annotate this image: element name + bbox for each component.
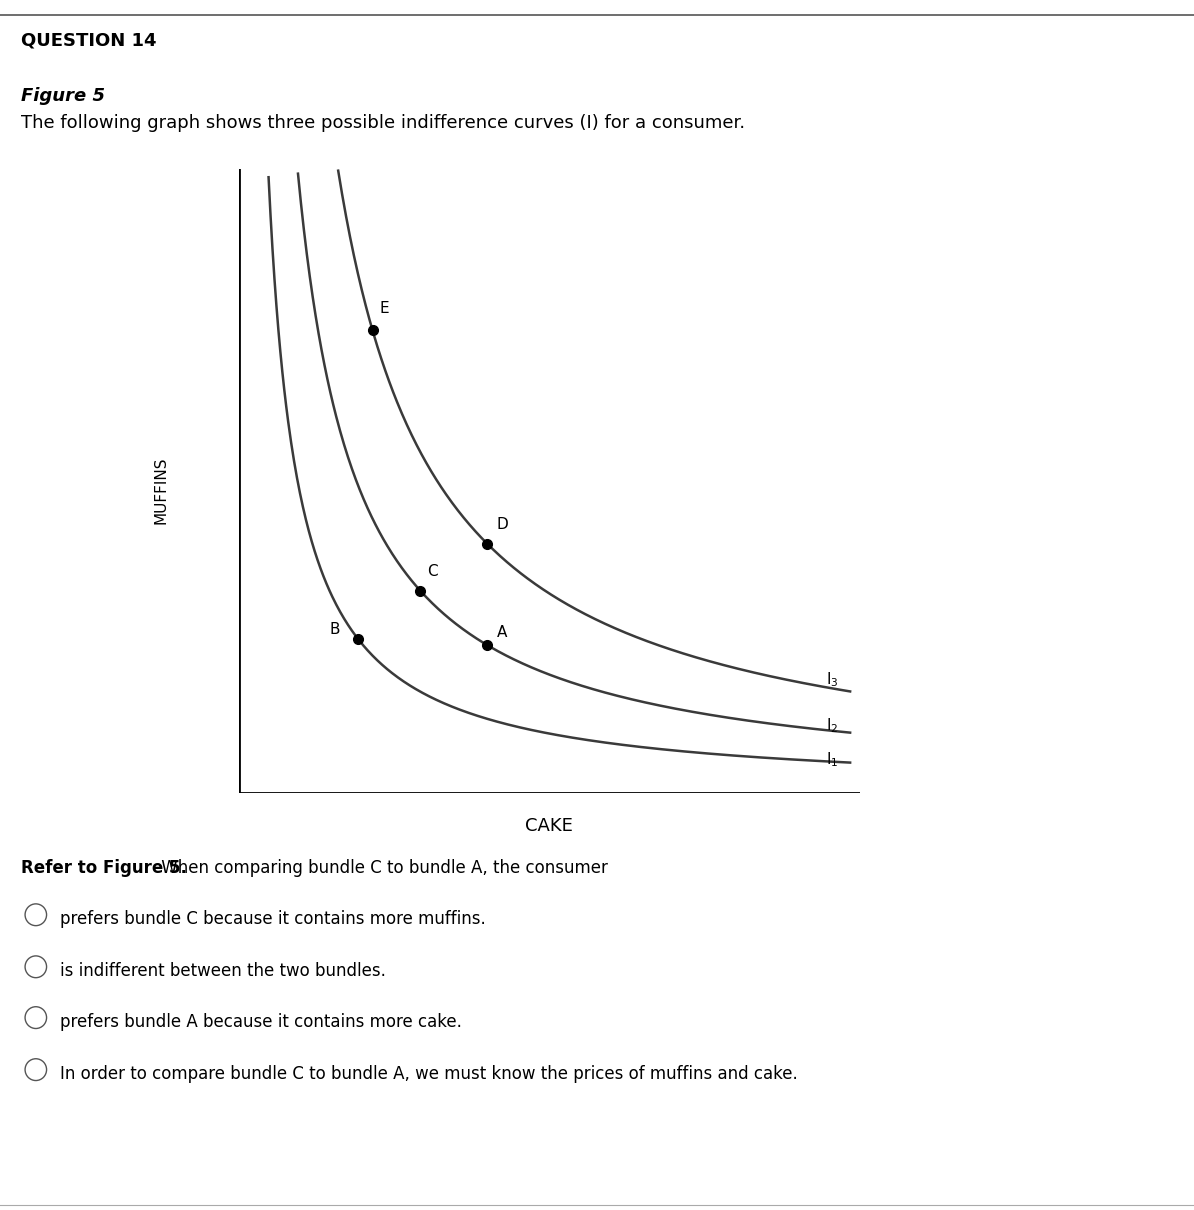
Text: CAKE: CAKE [525, 817, 573, 835]
Text: D: D [497, 517, 509, 531]
Text: B: B [330, 622, 340, 636]
Text: Figure 5: Figure 5 [21, 87, 105, 105]
Text: Refer to Figure 5.: Refer to Figure 5. [21, 859, 187, 877]
Text: E: E [380, 301, 389, 316]
Text: QUESTION 14: QUESTION 14 [21, 31, 156, 50]
Text: A: A [497, 626, 507, 640]
Text: prefers bundle A because it contains more cake.: prefers bundle A because it contains mor… [60, 1013, 462, 1031]
Text: I$_2$: I$_2$ [826, 716, 838, 736]
Text: I$_3$: I$_3$ [826, 670, 838, 690]
Text: is indifferent between the two bundles.: is indifferent between the two bundles. [60, 962, 386, 980]
Text: prefers bundle C because it contains more muffins.: prefers bundle C because it contains mor… [60, 910, 486, 928]
Text: I$_1$: I$_1$ [826, 750, 838, 768]
Text: In order to compare bundle C to bundle A, we must know the prices of muffins and: In order to compare bundle C to bundle A… [60, 1065, 798, 1083]
Text: C: C [427, 564, 438, 578]
Text: MUFFINS: MUFFINS [154, 456, 168, 524]
Text: The following graph shows three possible indifference curves (I) for a consumer.: The following graph shows three possible… [21, 114, 745, 132]
Text: When comparing bundle C to bundle A, the consumer: When comparing bundle C to bundle A, the… [156, 859, 608, 877]
